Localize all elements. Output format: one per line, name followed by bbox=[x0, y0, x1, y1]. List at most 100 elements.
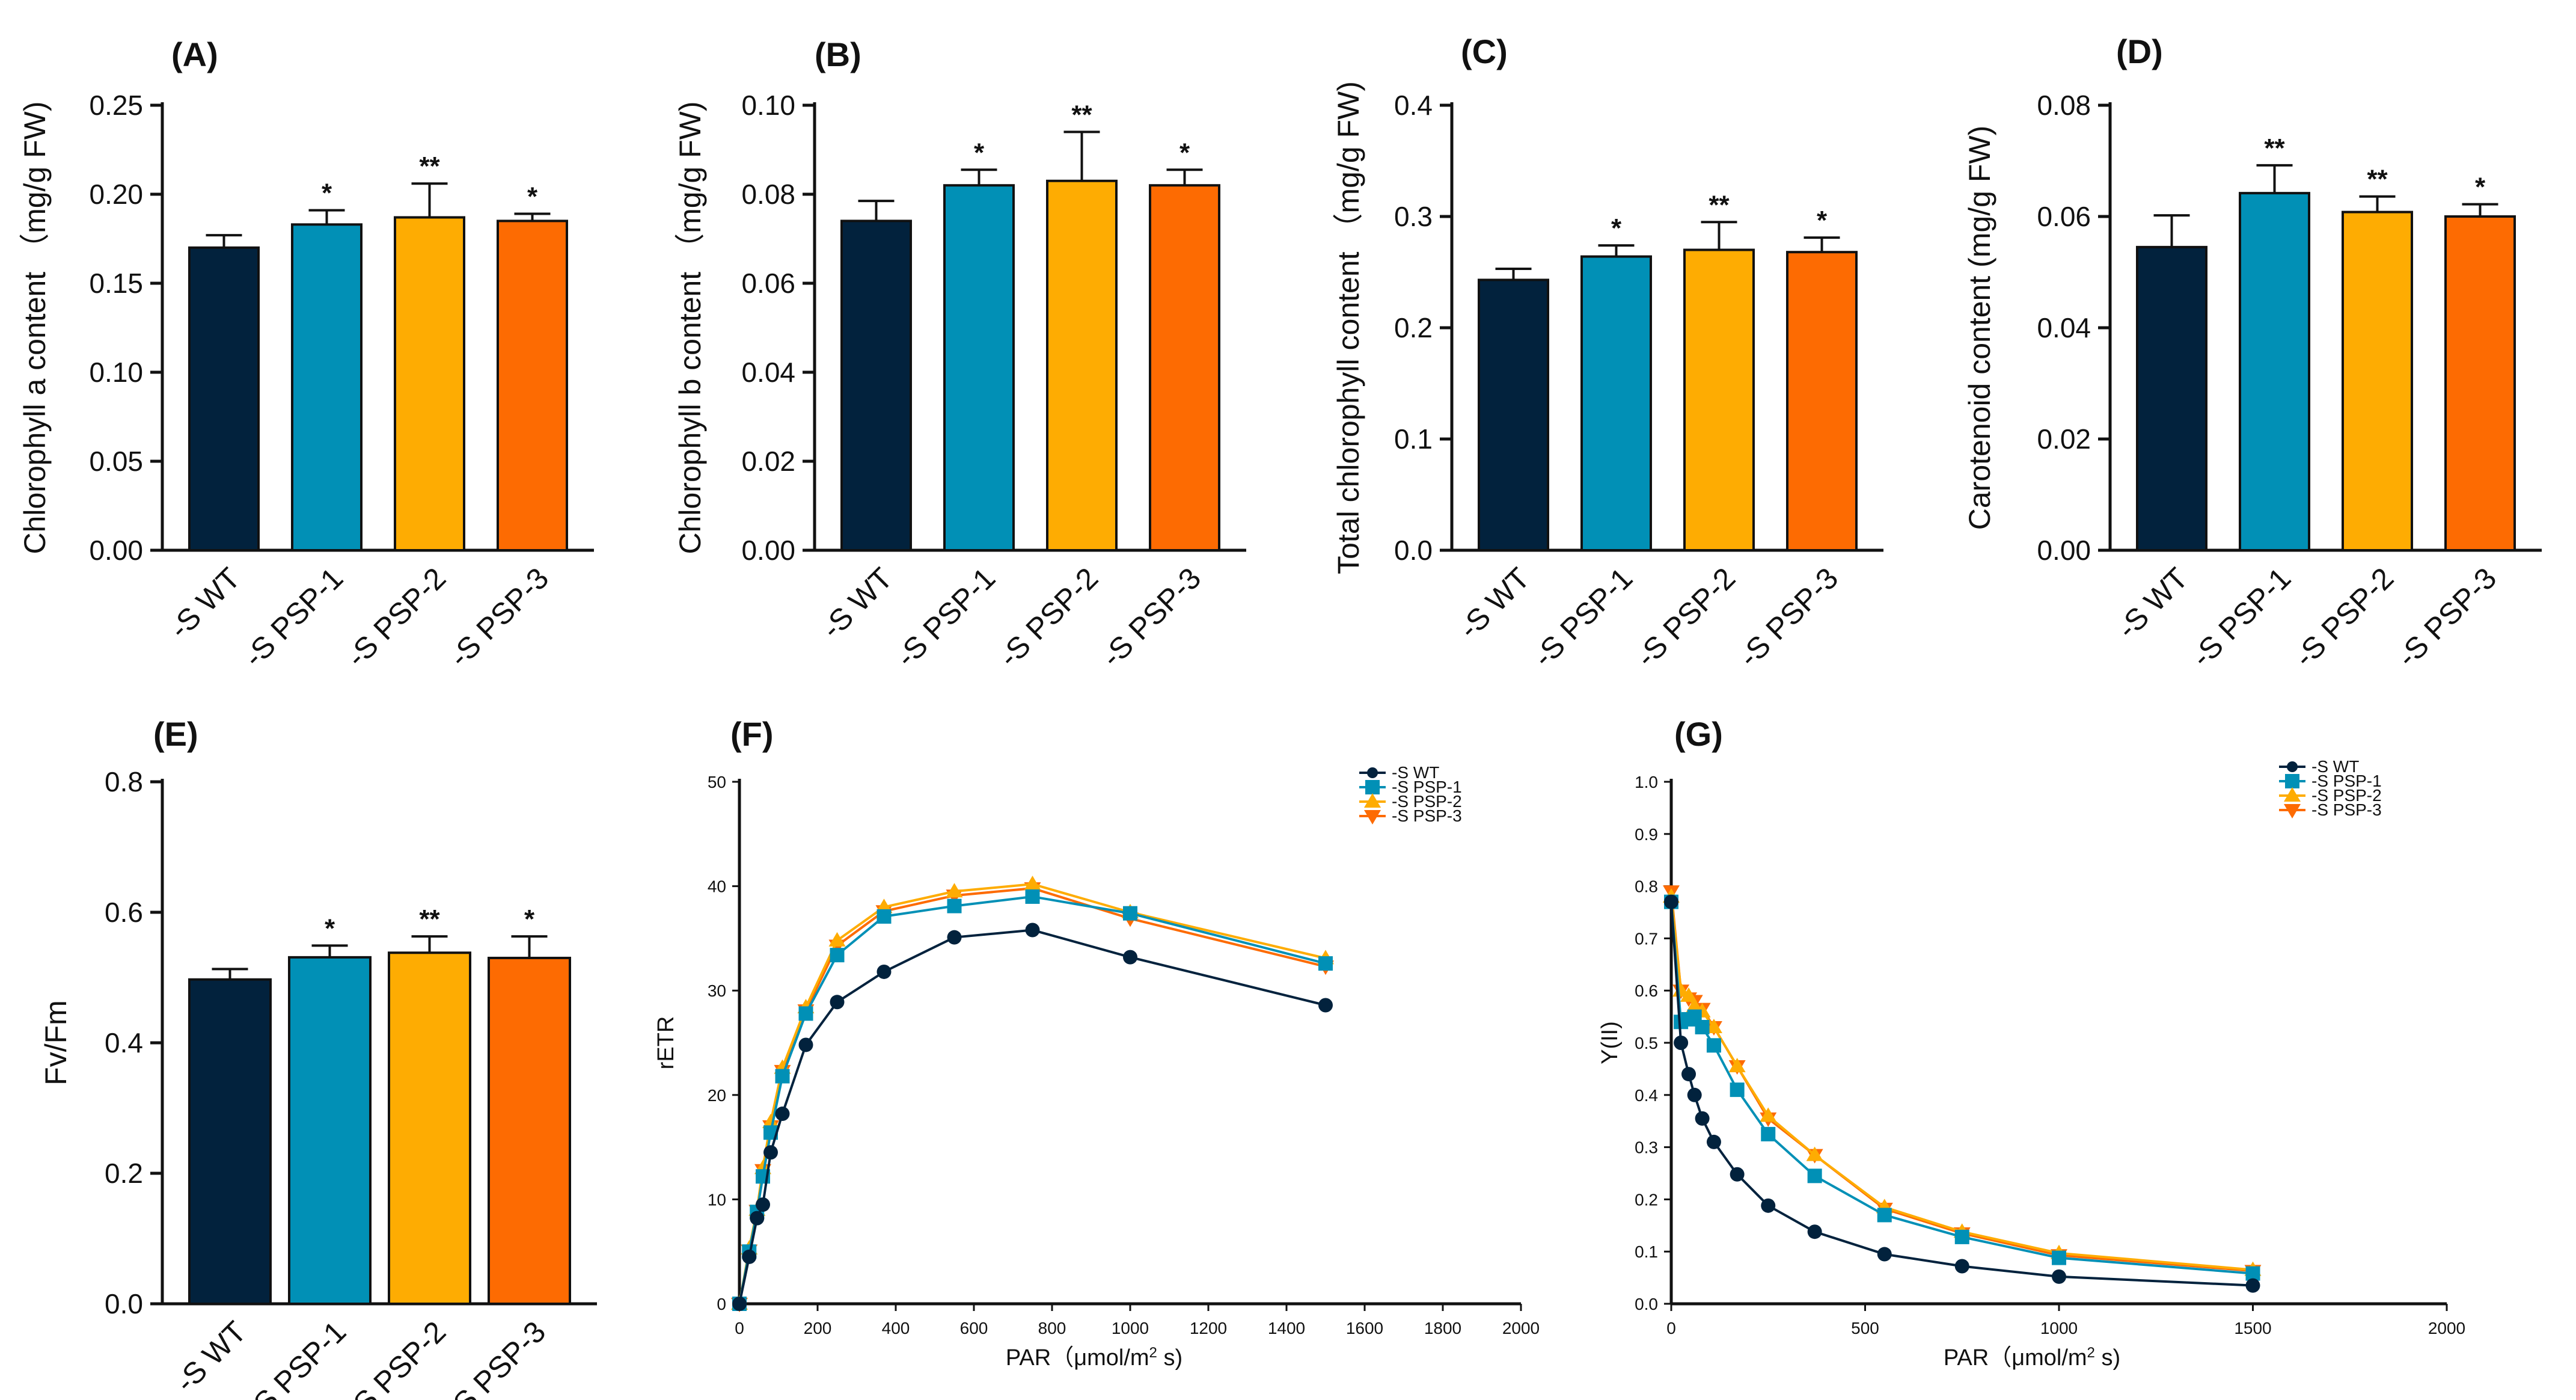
x-tick-label: 1500 bbox=[2234, 1319, 2271, 1337]
bar-4 bbox=[1149, 184, 1220, 551]
bar-2 bbox=[2239, 192, 2310, 551]
significance-mark: ** bbox=[2264, 134, 2285, 163]
data-point bbox=[1706, 1134, 1721, 1149]
significance-mark: * bbox=[1611, 213, 1622, 243]
y-tick-label: 0.1 bbox=[1394, 423, 1433, 455]
bar-panel-c: (C) 0.0 0.1 0.2 0.3 0.4 Total chlorophyll cont… bbox=[1332, 32, 1883, 674]
category-label: -S PSP-2 bbox=[1629, 561, 1742, 674]
series-s-psp-1 bbox=[732, 889, 1333, 1311]
series-line bbox=[738, 887, 1326, 1304]
data-point bbox=[1807, 1168, 1822, 1184]
series-line bbox=[1670, 891, 2253, 1273]
y-tick-label: 0.06 bbox=[741, 268, 795, 299]
category-label: -S PSP-3 bbox=[2390, 561, 2503, 674]
y-tick-label: 0.3 bbox=[1394, 201, 1433, 232]
significance-mark: ** bbox=[2367, 165, 2388, 194]
data-point bbox=[732, 1297, 747, 1311]
y-tick-label: 0.6 bbox=[1635, 981, 1658, 1000]
data-point bbox=[1706, 1038, 1721, 1053]
bar-panel-d: (D) 0.00 0.02 0.04 0.06 0.08 Carotenoid conten… bbox=[1963, 32, 2542, 674]
y-tick-label: 0.5 bbox=[1635, 1034, 1658, 1052]
data-point bbox=[1695, 1111, 1710, 1126]
data-point bbox=[1025, 889, 1040, 904]
line-panel-g: (G) 0.0 0.1 0.2 0.3 0.4 0.5 0.6 0.7 0.8 0.9 1.0 0 500… bbox=[1597, 715, 2465, 1371]
data-point bbox=[798, 1006, 813, 1021]
bar-2 bbox=[288, 956, 372, 1305]
significance-mark: * bbox=[527, 182, 538, 212]
data-point bbox=[2284, 787, 2301, 802]
significance-mark: * bbox=[322, 179, 332, 208]
data-point bbox=[1318, 998, 1333, 1013]
data-point bbox=[1954, 1229, 1969, 1244]
category-label: -S PSP-1 bbox=[2185, 561, 2297, 674]
data-point bbox=[1705, 1018, 1722, 1033]
y-axis-label: Fv/Fm bbox=[39, 1000, 73, 1085]
series-s-psp-1 bbox=[1664, 894, 2260, 1281]
category-label: -S PSP-3 bbox=[1732, 561, 1844, 674]
series-s-psp-2 bbox=[731, 876, 1334, 1310]
y-tick-label: 0.00 bbox=[2037, 535, 2091, 566]
category-label: -S PSP-2 bbox=[340, 1315, 452, 1400]
category-label: -S WT bbox=[169, 1315, 253, 1399]
bar-1 bbox=[188, 246, 260, 551]
y-tick-label: 40 bbox=[708, 877, 726, 896]
y-tick-label: 0.9 bbox=[1635, 825, 1658, 844]
data-point bbox=[798, 1037, 813, 1052]
x-tick-label: 1600 bbox=[1346, 1319, 1383, 1337]
data-point bbox=[1680, 987, 1698, 1002]
bar-4 bbox=[488, 956, 571, 1305]
bar-3 bbox=[1683, 248, 1755, 551]
data-point bbox=[830, 948, 845, 963]
data-point bbox=[1695, 1019, 1710, 1034]
panel-tag: (A) bbox=[171, 35, 218, 73]
y-tick-label: 0.2 bbox=[1635, 1190, 1658, 1209]
y-tick-label: 0.15 bbox=[89, 268, 143, 299]
data-point bbox=[775, 1069, 790, 1084]
panel-tag: (D) bbox=[2116, 32, 2163, 70]
y-tick-label: 0.00 bbox=[89, 535, 143, 566]
series-s-psp-3 bbox=[731, 882, 1334, 1312]
x-tick-label: 1200 bbox=[1190, 1319, 1227, 1337]
data-point bbox=[1364, 810, 1381, 824]
category-label: -S WT bbox=[1452, 561, 1537, 645]
series-s-psp-3 bbox=[1663, 885, 2262, 1280]
data-point bbox=[762, 1113, 779, 1128]
bar-panel-a: (A) 0.00 0.05 0.10 0.15 0.20 0.25 Chlorophyll a… bbox=[18, 35, 594, 674]
y-tick-label: 0.8 bbox=[105, 766, 143, 797]
y-tick-label: 0.04 bbox=[2037, 312, 2091, 343]
data-point bbox=[1367, 767, 1378, 778]
y-tick-label: 0.10 bbox=[741, 90, 795, 121]
y-tick-label: 20 bbox=[708, 1086, 726, 1105]
x-tick-label: 1000 bbox=[1112, 1319, 1149, 1337]
bar-3 bbox=[394, 216, 465, 552]
category-label: -S PSP-1 bbox=[240, 1315, 352, 1400]
y-axis-label: rETR bbox=[653, 1016, 679, 1070]
x-tick-label: 2000 bbox=[1502, 1319, 1540, 1337]
x-tick-label: 500 bbox=[1851, 1319, 1879, 1337]
data-point bbox=[1954, 1259, 1969, 1274]
bar-1 bbox=[188, 978, 272, 1305]
legend-marker bbox=[1365, 780, 1380, 794]
category-label: -S PSP-1 bbox=[237, 561, 349, 674]
data-point bbox=[828, 932, 846, 947]
y-tick-label: 0.8 bbox=[1635, 877, 1658, 896]
series-line bbox=[1670, 901, 2253, 1275]
y-tick-label: 0.02 bbox=[2037, 423, 2091, 455]
x-tick-label: 600 bbox=[960, 1319, 988, 1337]
data-point bbox=[1024, 876, 1041, 891]
data-point bbox=[1730, 1082, 1745, 1098]
category-label: -S PSP-2 bbox=[992, 561, 1104, 674]
y-tick-label: 0.08 bbox=[2037, 90, 2091, 121]
data-point bbox=[947, 930, 962, 945]
legend-label: -S WT bbox=[1392, 763, 1439, 782]
category-label: -S PSP-1 bbox=[1526, 561, 1639, 674]
y-tick-label: 1.0 bbox=[1635, 773, 1658, 791]
legend: -S WT-S PSP-1-S PSP-2-S PSP-3 bbox=[1359, 763, 1462, 825]
data-point bbox=[1686, 998, 1703, 1013]
category-label: -S WT bbox=[2111, 561, 2195, 645]
legend-marker bbox=[2287, 761, 2298, 772]
y-axis-label: Chlorophyll b content （mg/g FW) bbox=[673, 101, 707, 554]
category-label: -S PSP-1 bbox=[889, 561, 1002, 674]
data-point bbox=[742, 1249, 757, 1264]
data-point bbox=[1123, 906, 1137, 921]
